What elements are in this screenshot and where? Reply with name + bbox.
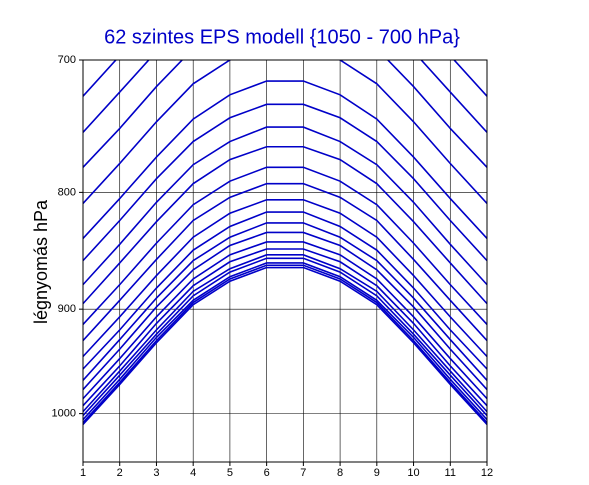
x-tick-label: 12 [481, 467, 493, 479]
level-line [83, 182, 487, 342]
level-line [83, 254, 487, 413]
y-tick-label: 700 [58, 54, 76, 66]
level-line [83, 248, 487, 407]
x-tick-label: 3 [153, 467, 159, 479]
y-axis-label: légnyomás hPa [31, 199, 51, 324]
x-tick-label: 6 [264, 467, 270, 479]
x-tick-label: 10 [407, 467, 419, 479]
level-line [83, 60, 487, 168]
x-tick-label: 8 [337, 467, 343, 479]
level-line [83, 199, 487, 358]
level-line [83, 80, 487, 239]
x-tick-label: 5 [227, 467, 233, 479]
chart-title: 62 szintes EPS modell {1050 - 700 hPa} [104, 26, 460, 48]
level-line [83, 126, 487, 286]
level-line [83, 264, 487, 424]
level-line [83, 166, 487, 326]
plot-frame [82, 59, 488, 463]
y-tick-label: 900 [58, 303, 76, 315]
x-tick-label: 2 [117, 467, 123, 479]
y-tick-label: 1000 [52, 408, 76, 420]
level-line [83, 60, 487, 133]
level-line [83, 262, 487, 421]
x-tick-label: 4 [190, 467, 196, 479]
x-tick-label: 9 [374, 467, 380, 479]
level-line [83, 257, 487, 417]
level-line [83, 266, 487, 426]
level-line [83, 231, 487, 391]
level-line [83, 211, 487, 370]
x-tick-label: 11 [445, 467, 456, 479]
y-tick-label: 800 [58, 186, 76, 198]
level-line [83, 60, 487, 205]
level-line [83, 241, 487, 400]
x-tick-label: 1 [80, 467, 86, 479]
level-line [83, 222, 487, 381]
level-line [83, 145, 487, 305]
x-tick-label: 7 [300, 467, 306, 479]
plot-lines [83, 60, 487, 426]
level-line [83, 103, 487, 262]
